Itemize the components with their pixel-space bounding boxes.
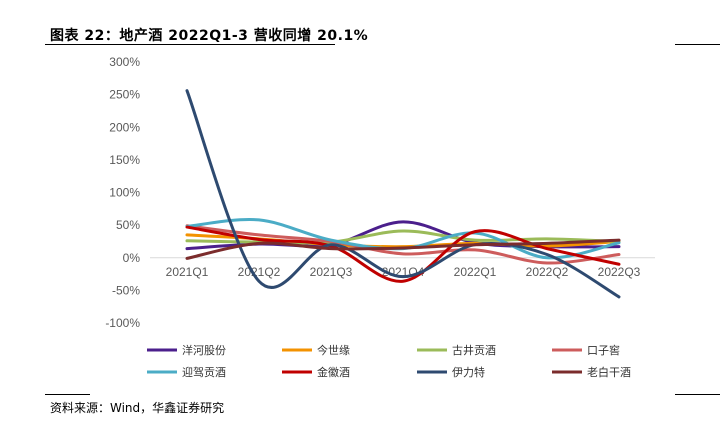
x-tick-label: 2021Q1	[166, 265, 209, 279]
series-line	[185, 224, 621, 265]
series-line	[185, 225, 621, 283]
legend-label: 口子窖	[587, 343, 620, 357]
source-note: 资料来源：Wind，华鑫证券研究	[50, 401, 225, 415]
x-tick-label: 2021Q3	[310, 265, 353, 279]
legend-label: 老白干酒	[587, 365, 631, 379]
legend-label: 伊力特	[452, 365, 485, 379]
y-tick-label: 0%	[123, 251, 141, 265]
legend-label: 今世缘	[317, 343, 350, 357]
figure-title: 图表 22：地产酒 2022Q1-3 营收同增 20.1%	[50, 28, 369, 44]
y-tick-label: 250%	[109, 88, 140, 102]
y-tick-label: 300%	[109, 55, 140, 69]
legend-label: 洋河股份	[182, 343, 226, 357]
y-tick-label: -100%	[105, 316, 140, 330]
title-rule	[45, 44, 335, 45]
source-rule	[45, 394, 90, 395]
legend-label: 迎驾贡酒	[182, 366, 226, 379]
source-rule-right	[675, 394, 720, 395]
x-tick-label: 2021Q2	[238, 265, 281, 279]
x-tick-label: 2022Q3	[598, 265, 641, 279]
x-tick-label: 2022Q2	[526, 265, 569, 279]
y-tick-label: -50%	[112, 283, 140, 297]
y-tick-label: 50%	[116, 218, 140, 232]
y-tick-label: 150%	[109, 153, 140, 167]
x-tick-label: 2022Q1	[454, 265, 497, 279]
title-rule-right	[675, 44, 720, 45]
y-tick-label: 200%	[109, 120, 140, 134]
legend-label: 金徽酒	[317, 365, 350, 379]
series-line	[185, 238, 621, 260]
y-tick-label: 100%	[109, 186, 140, 200]
legend-label: 古井贡酒	[452, 343, 496, 357]
series-line	[185, 89, 621, 299]
